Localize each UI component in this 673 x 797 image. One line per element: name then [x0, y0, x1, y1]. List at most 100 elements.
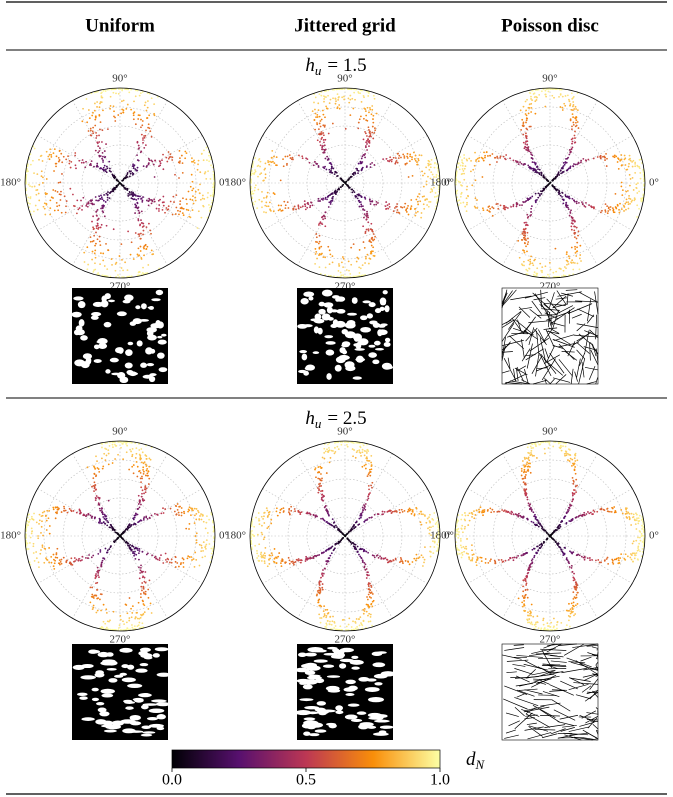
symbol: h: [305, 408, 315, 429]
sample-point: [137, 219, 140, 222]
sample-point: [428, 529, 431, 531]
sample-point: [62, 556, 65, 559]
sample-point: [359, 115, 362, 118]
sample-point: [139, 456, 142, 459]
sample-point: [281, 558, 284, 561]
sample-point: [141, 477, 143, 480]
sample-point: [505, 154, 508, 156]
sample-point: [258, 543, 261, 546]
sample-point: [328, 461, 331, 464]
sample-point: [135, 546, 137, 549]
sample-point: [547, 180, 550, 183]
texture-edge: [581, 361, 585, 378]
sample-point: [117, 441, 120, 443]
sample-point: [535, 272, 538, 275]
sample-point: [365, 463, 367, 466]
sample-point: [351, 448, 354, 450]
sample-point: [293, 205, 296, 208]
sample-point: [580, 260, 582, 262]
sample-point: [50, 156, 53, 158]
sample-point: [534, 89, 537, 91]
sample-point: [427, 205, 430, 208]
sample-point: [556, 275, 559, 278]
sample-point: [102, 159, 104, 162]
sample-point: [355, 260, 358, 263]
sample-point: [27, 548, 30, 550]
sample-point: [264, 554, 267, 557]
sample-point: [496, 202, 499, 205]
sample-point: [138, 443, 140, 445]
texture-edge: [510, 295, 532, 301]
sample-point: [32, 518, 35, 521]
sample-point: [92, 554, 95, 557]
sample-point: [531, 89, 534, 92]
sample-point: [133, 100, 135, 103]
sample-point: [141, 551, 144, 553]
sample-point: [384, 205, 387, 208]
texture-cell: [108, 678, 118, 683]
texture-cell: [71, 311, 82, 318]
sample-point: [96, 570, 99, 573]
sample-point: [64, 211, 67, 214]
sample-point: [138, 506, 141, 509]
sample-point: [85, 514, 88, 516]
sample-point: [111, 462, 114, 464]
sample-point: [362, 225, 365, 228]
texture-edge: [516, 367, 519, 381]
sample-point: [371, 605, 374, 608]
sample-point: [150, 612, 153, 614]
sample-point: [79, 559, 82, 562]
sample-point: [143, 254, 145, 257]
sample-point: [210, 552, 213, 555]
angle-label: 90°: [337, 73, 352, 85]
sample-point: [523, 221, 526, 224]
sample-point: [147, 200, 150, 203]
sample-point: [342, 180, 345, 183]
sample-point: [119, 618, 122, 621]
sample-point: [435, 534, 438, 537]
sample-point: [29, 185, 31, 188]
sample-point: [324, 198, 327, 200]
sample-point: [93, 203, 95, 206]
sample-point: [533, 168, 536, 171]
sample-point: [181, 171, 184, 174]
sample-point: [320, 118, 323, 121]
sample-point: [92, 270, 95, 273]
sample-point: [518, 204, 521, 207]
sample-point: [35, 557, 38, 560]
texture-cell: [90, 315, 99, 320]
sample-point: [146, 245, 149, 248]
sample-point: [529, 125, 532, 128]
sample-point: [153, 114, 156, 117]
sample-point: [52, 506, 55, 509]
sample-point: [567, 255, 570, 258]
sample-point: [207, 192, 209, 194]
sample-point: [320, 94, 323, 97]
sample-point: [309, 206, 311, 209]
sample-point: [359, 555, 362, 558]
sample-point: [572, 261, 575, 264]
sample-point: [130, 616, 133, 619]
sample-point: [291, 560, 294, 563]
sample-point: [534, 163, 537, 166]
texture-edge: [578, 291, 599, 303]
sample-point: [568, 214, 571, 217]
texture-edge: [570, 368, 574, 385]
sample-point: [605, 165, 608, 167]
texture-edge: [517, 319, 522, 331]
sample-point: [138, 566, 140, 569]
sample-point: [564, 195, 567, 198]
sample-point: [73, 557, 76, 559]
sample-point: [397, 157, 400, 160]
sample-point: [572, 96, 575, 99]
sample-point: [101, 510, 104, 513]
sample-point: [366, 475, 369, 478]
sample-point: [178, 213, 180, 216]
sample-point: [335, 191, 338, 194]
sample-point: [137, 159, 140, 162]
sample-point: [516, 203, 519, 205]
sample-point: [372, 599, 375, 602]
sample-point: [333, 548, 336, 551]
sample-point: [336, 441, 339, 444]
sample-point: [358, 624, 361, 627]
